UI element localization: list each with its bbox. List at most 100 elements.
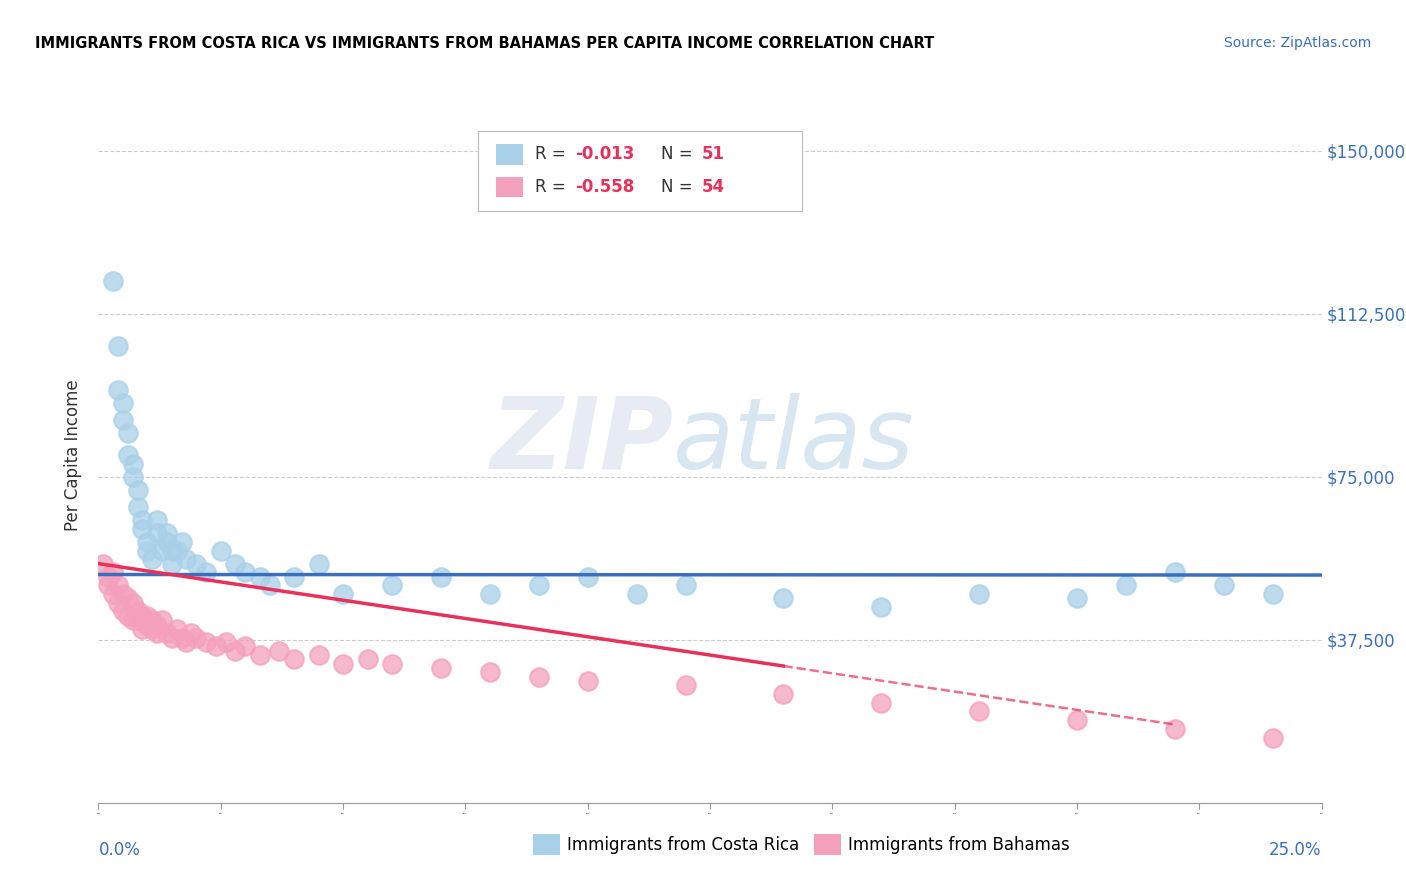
- Point: [527, 670, 550, 684]
- Point: [121, 613, 143, 627]
- Point: [131, 513, 153, 527]
- Point: [1066, 713, 1088, 727]
- Text: ZIP: ZIP: [491, 392, 673, 490]
- Point: [117, 608, 139, 623]
- Text: IMMIGRANTS FROM COSTA RICA VS IMMIGRANTS FROM BAHAMAS PER CAPITA INCOME CORRELAT: IMMIGRANTS FROM COSTA RICA VS IMMIGRANTS…: [35, 36, 935, 51]
- Point: [478, 587, 501, 601]
- Point: [146, 617, 169, 632]
- Point: [332, 587, 354, 601]
- Point: [233, 639, 256, 653]
- Point: [249, 570, 271, 584]
- Point: [107, 339, 129, 353]
- Point: [127, 483, 149, 497]
- FancyBboxPatch shape: [496, 144, 523, 165]
- Point: [136, 543, 159, 558]
- Text: N =: N =: [661, 178, 697, 196]
- Text: atlas: atlas: [673, 392, 915, 490]
- Point: [870, 696, 893, 710]
- Text: Immigrants from Costa Rica: Immigrants from Costa Rica: [567, 836, 799, 854]
- Point: [136, 608, 159, 623]
- Point: [1164, 722, 1187, 736]
- Point: [430, 661, 453, 675]
- Point: [675, 578, 697, 592]
- Point: [308, 648, 330, 662]
- Point: [283, 652, 305, 666]
- Point: [186, 631, 208, 645]
- Text: 25.0%: 25.0%: [1270, 841, 1322, 859]
- Text: R =: R =: [536, 178, 571, 196]
- Point: [170, 535, 193, 549]
- Point: [160, 557, 183, 571]
- Point: [166, 543, 188, 558]
- Point: [136, 535, 159, 549]
- Point: [186, 557, 208, 571]
- Point: [195, 635, 218, 649]
- Point: [91, 557, 114, 571]
- Point: [195, 566, 218, 580]
- Point: [576, 570, 599, 584]
- Point: [1212, 578, 1234, 592]
- Point: [205, 639, 228, 653]
- Point: [121, 457, 143, 471]
- Point: [141, 622, 163, 636]
- Point: [1066, 591, 1088, 606]
- Point: [356, 652, 378, 666]
- Point: [527, 578, 550, 592]
- Point: [127, 605, 149, 619]
- Point: [870, 600, 893, 615]
- Text: Source: ZipAtlas.com: Source: ZipAtlas.com: [1223, 36, 1371, 50]
- Point: [772, 687, 794, 701]
- Point: [111, 413, 134, 427]
- Point: [117, 448, 139, 462]
- Point: [141, 552, 163, 566]
- Point: [97, 570, 120, 584]
- Text: 0.0%: 0.0%: [98, 841, 141, 859]
- Point: [1261, 731, 1284, 745]
- Point: [146, 513, 169, 527]
- Point: [156, 535, 179, 549]
- Point: [150, 613, 173, 627]
- Point: [121, 469, 143, 483]
- Point: [576, 674, 599, 689]
- Point: [1261, 587, 1284, 601]
- Point: [176, 552, 198, 566]
- Text: N =: N =: [661, 145, 697, 162]
- Point: [97, 578, 120, 592]
- Point: [107, 578, 129, 592]
- Point: [381, 657, 404, 671]
- Point: [332, 657, 354, 671]
- Point: [166, 622, 188, 636]
- Point: [249, 648, 271, 662]
- Point: [233, 566, 256, 580]
- Text: -0.558: -0.558: [575, 178, 634, 196]
- FancyBboxPatch shape: [533, 834, 560, 855]
- Point: [209, 543, 232, 558]
- Point: [117, 426, 139, 441]
- Point: [117, 591, 139, 606]
- Point: [430, 570, 453, 584]
- Point: [131, 608, 153, 623]
- Text: Immigrants from Bahamas: Immigrants from Bahamas: [848, 836, 1070, 854]
- Point: [150, 543, 173, 558]
- Point: [111, 587, 134, 601]
- Point: [626, 587, 648, 601]
- Point: [214, 635, 236, 649]
- Point: [772, 591, 794, 606]
- Text: -0.013: -0.013: [575, 145, 636, 162]
- Point: [127, 613, 149, 627]
- Point: [156, 626, 179, 640]
- Point: [259, 578, 281, 592]
- Point: [101, 566, 124, 580]
- Point: [180, 626, 202, 640]
- Point: [146, 526, 169, 541]
- Point: [111, 605, 134, 619]
- Point: [1115, 578, 1137, 592]
- Point: [156, 526, 179, 541]
- Point: [170, 631, 193, 645]
- Point: [478, 665, 501, 680]
- Point: [127, 500, 149, 514]
- Point: [131, 622, 153, 636]
- Point: [146, 626, 169, 640]
- Point: [160, 631, 183, 645]
- Point: [136, 617, 159, 632]
